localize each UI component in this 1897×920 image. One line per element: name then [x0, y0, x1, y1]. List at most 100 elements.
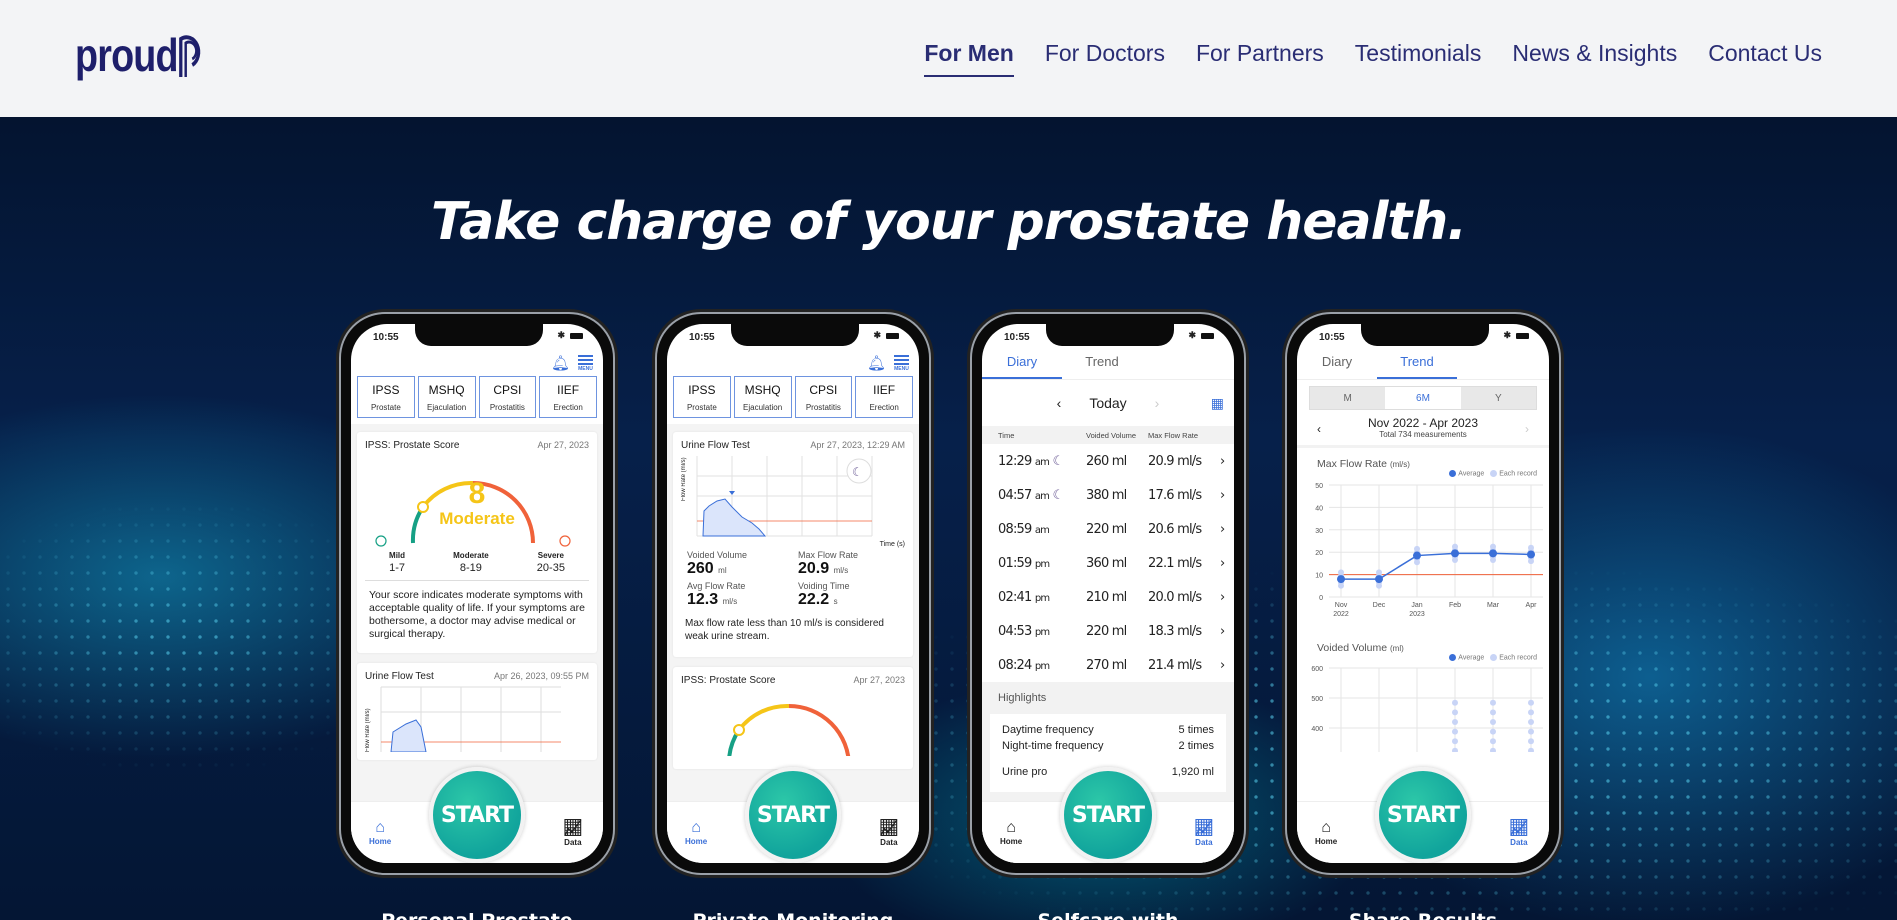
average-point	[1451, 549, 1459, 558]
diary-row[interactable]: 02:41 pm 210 ml 20.0 ml/s ›	[982, 580, 1234, 614]
diary-row[interactable]: 08:59 am 220 ml 20.6 ml/s ›	[982, 512, 1234, 546]
score-gauge: 8 Moderate	[365, 451, 589, 551]
next-day-icon[interactable]: ›	[1154, 395, 1160, 411]
nav-data[interactable]: 📈︎ Data	[1508, 820, 1529, 847]
nav-data[interactable]: 📈︎ Data	[562, 820, 583, 847]
nav-data[interactable]: 📈︎ Data	[878, 820, 899, 847]
phone-mockup-monitoring: 10:55 ✱ 🔔︎ MENU IPSS Prostate MSHQ Ejaculati…	[655, 312, 931, 875]
ipss-score-card[interactable]: IPSS: Prostate Score Apr 27, 2023 8 Modera…	[357, 432, 597, 653]
nav-for-doctors[interactable]: For Doctors	[1044, 40, 1165, 66]
flow-chart-thumbnail	[380, 686, 561, 752]
questionnaire-mshq[interactable]: MSHQ Ejaculation	[733, 376, 792, 418]
start-button[interactable]: START	[1060, 767, 1156, 863]
questionnaire-ipss[interactable]: IPSS Prostate	[357, 376, 415, 418]
record-point	[1528, 728, 1534, 735]
urine-flow-card[interactable]: Urine Flow Test Apr 27, 2023, 12:29 AM Fl…	[673, 432, 913, 657]
phone-mockup-diary: 10:55 ✱ Diary Trend ‹ Today › ▦ Time Voided Vo…	[970, 312, 1246, 875]
average-point	[1489, 549, 1497, 558]
bluetooth-icon: ✱	[1188, 330, 1196, 340]
menu-icon[interactable]: MENU	[578, 354, 593, 372]
row-volume: 380 ml	[1086, 487, 1127, 503]
urine-flow-card[interactable]: Urine Flow Test Apr 26, 2023, 09:55 PM Fl…	[357, 663, 597, 760]
highlight-nighttime: Night-time frequency 2 times	[1002, 740, 1214, 752]
period-m[interactable]: M	[1310, 387, 1386, 409]
start-button[interactable]: START	[745, 767, 841, 863]
row-time: 02:41 pm	[998, 589, 1050, 605]
diary-row[interactable]: 04:57 am ☾ 380 ml 17.6 ml/s ›	[982, 478, 1234, 512]
nav-home[interactable]: ⌂ Home	[685, 819, 708, 846]
y-tick-label: 500	[1311, 696, 1323, 703]
battery-icon	[1516, 333, 1529, 339]
next-range-icon[interactable]: ›	[1525, 422, 1529, 436]
home-icon: ⌂	[1321, 819, 1331, 836]
record-point	[1528, 709, 1534, 716]
bell-icon[interactable]: 🔔︎	[550, 355, 570, 372]
nav-home[interactable]: ⌂ Home	[369, 819, 392, 846]
diary-row[interactable]: 12:29 am ☾ 260 ml 20.9 ml/s ›	[982, 444, 1234, 478]
x-tick-label: 2022	[1333, 611, 1349, 618]
nav-for-men[interactable]: For Men	[924, 40, 1014, 77]
chevron-right-icon: ›	[1220, 623, 1225, 639]
bluetooth-icon: ✱	[1503, 330, 1511, 340]
menu-icon[interactable]: MENU	[894, 354, 909, 372]
nav-contact-us[interactable]: Contact Us	[1708, 40, 1822, 66]
questionnaire-ipss[interactable]: IPSS Prostate	[673, 376, 731, 418]
questionnaire-iief[interactable]: IIEF Erection	[539, 376, 597, 418]
tab-diary[interactable]: Diary	[1321, 354, 1353, 369]
nav-home[interactable]: ⌂ Home	[1315, 819, 1338, 846]
nav-testimonials[interactable]: Testimonials	[1354, 40, 1482, 66]
questionnaire-cpsi[interactable]: CPSI Prostatitis	[794, 376, 853, 418]
tab-trend[interactable]: Trend	[1085, 354, 1119, 369]
questionnaire-cpsi[interactable]: CPSI Prostatitis	[478, 376, 537, 418]
record-point	[1490, 699, 1496, 706]
start-button[interactable]: START	[1375, 767, 1471, 863]
main-nav: For Men For Doctors For Partners Testimo…	[924, 40, 1822, 77]
tab-trend[interactable]: Trend	[1377, 350, 1457, 379]
record-point	[1528, 718, 1534, 725]
y-tick-label: 400	[1311, 726, 1323, 733]
row-time: 12:29 am ☾	[998, 453, 1064, 469]
row-time: 08:24 pm	[998, 657, 1050, 673]
period-6m[interactable]: 6M	[1385, 387, 1461, 409]
nav-home[interactable]: ⌂ Home	[1000, 819, 1023, 846]
questionnaire-mshq[interactable]: MSHQ Ejaculation	[417, 376, 476, 418]
happy-face-icon	[375, 535, 387, 547]
diary-row[interactable]: 01:59 pm 360 ml 22.1 ml/s ›	[982, 546, 1234, 580]
stat-avg-flow-rate: Avg Flow Rate 12.3 ml/s	[687, 581, 746, 608]
period-y[interactable]: Y	[1460, 387, 1536, 409]
chevron-right-icon: ›	[1220, 555, 1225, 571]
record-point	[1490, 709, 1496, 716]
flow-note: Max flow rate less than 10 ml/s is consi…	[685, 618, 884, 642]
record-point	[1490, 737, 1496, 744]
range-moderate: Moderate 8-19	[453, 551, 489, 574]
y-tick-label: 20	[1315, 551, 1323, 558]
stat-max-flow-rate: Max Flow Rate 20.9 ml/s	[798, 550, 859, 577]
average-point	[1337, 575, 1345, 584]
tab-diary[interactable]: Diary	[982, 350, 1062, 379]
chevron-right-icon: ›	[1220, 589, 1225, 605]
x-tick-label: Feb	[1449, 602, 1461, 609]
x-tick-label: Nov	[1335, 602, 1348, 609]
prev-day-icon[interactable]: ‹	[1056, 395, 1062, 411]
highlight-daytime: Daytime frequency 5 times	[1002, 724, 1214, 736]
prev-range-icon[interactable]: ‹	[1317, 422, 1321, 436]
y-tick-label: 30	[1315, 528, 1323, 535]
start-button[interactable]: START	[429, 767, 525, 863]
questionnaire-iief[interactable]: IIEF Erection	[855, 376, 913, 418]
bell-icon[interactable]: 🔔︎	[866, 355, 886, 372]
ipss-score-card[interactable]: IPSS: Prostate Score Apr 27, 2023	[673, 667, 913, 769]
hero-title: Take charge of your prostate health.	[430, 192, 1467, 252]
row-rate: 21.4 ml/s	[1148, 657, 1202, 673]
record-point	[1452, 718, 1458, 725]
nav-for-partners[interactable]: For Partners	[1195, 40, 1324, 66]
nav-news-insights[interactable]: News & Insights	[1512, 40, 1678, 66]
logo[interactable]: proud	[75, 28, 207, 82]
calendar-icon[interactable]: ▦	[1210, 394, 1224, 411]
record-point	[1528, 545, 1534, 552]
nav-data[interactable]: 📈︎ Data	[1193, 820, 1214, 847]
row-volume: 220 ml	[1086, 521, 1127, 537]
diary-row[interactable]: 08:24 pm 270 ml 21.4 ml/s ›	[982, 648, 1234, 682]
diary-row[interactable]: 04:53 pm 220 ml 18.3 ml/s ›	[982, 614, 1234, 648]
highlight-urine-production: Urine pro 1,920 ml	[1002, 766, 1214, 778]
y-tick-label: 600	[1311, 666, 1323, 673]
